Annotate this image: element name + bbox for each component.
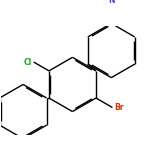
Text: Cl: Cl <box>24 58 32 67</box>
Text: N: N <box>108 0 114 5</box>
Text: Br: Br <box>114 103 123 112</box>
